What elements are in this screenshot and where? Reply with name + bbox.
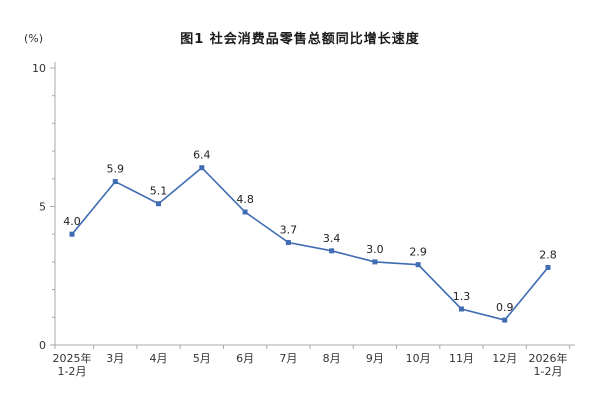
y-tick-label: 10 [32,62,46,75]
data-point-label: 4.8 [236,193,254,206]
y-tick-label: 0 [39,339,46,352]
y-tick-label: 5 [39,201,46,214]
x-tick-label: 7月 [279,352,297,365]
data-point-marker [285,240,291,246]
data-point-marker [199,165,205,171]
data-point-label: 4.0 [63,215,81,228]
data-point-label: 0.9 [496,301,514,314]
data-point-label: 5.1 [150,185,168,198]
x-tick-label: 12月 [492,352,517,365]
data-point-marker [458,306,464,312]
data-point-marker [242,209,248,215]
data-point-label: 3.7 [280,224,298,237]
data-point-label: 2.9 [409,246,427,259]
y-axis-unit-label: (%) [24,32,44,45]
x-tick-label: 9月 [366,352,384,365]
x-tick-label: 2025年 1-2月 [53,351,92,378]
data-point-marker [502,317,508,323]
data-point-label: 3.4 [323,232,341,245]
data-point-label: 2.8 [539,248,557,261]
data-point-label: 6.4 [193,149,211,162]
x-tick-label: 11月 [449,352,474,365]
data-point-marker [415,262,421,268]
series-line [71,166,549,321]
data-point-label: 5.9 [107,163,125,176]
data-point-marker [372,259,378,265]
x-tick-label: 10月 [406,352,431,365]
data-point-marker [156,201,162,207]
data-point-marker [329,248,335,254]
data-point-marker [112,179,118,185]
data-point-marker [545,264,551,270]
x-tick-label: 4月 [150,352,168,365]
data-point-label: 1.3 [453,290,471,303]
x-tick-label: 8月 [323,352,341,365]
data-point-label: 3.0 [366,243,384,256]
chart-title: 图1 社会消费品零售总额同比增长速度 [180,32,420,47]
x-tick-label: 2026年 1-2月 [529,351,568,378]
x-tick-label: 5月 [193,352,211,365]
data-point-marker [69,231,75,237]
x-tick-label: 3月 [106,352,124,365]
x-tick-label: 6月 [236,352,254,365]
